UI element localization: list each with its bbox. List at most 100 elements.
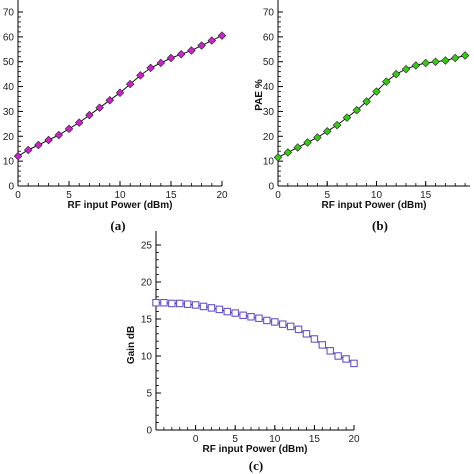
data-point xyxy=(352,105,361,115)
data-point xyxy=(460,51,470,60)
x-tick-label: 15 xyxy=(420,190,432,201)
data-point xyxy=(115,88,125,98)
data-point xyxy=(156,58,166,68)
y-tick-label: 20 xyxy=(141,278,153,289)
data-point xyxy=(166,53,176,63)
data-point xyxy=(294,325,303,334)
data-point xyxy=(85,110,94,120)
y-tick-label: 25 xyxy=(141,241,153,252)
data-point xyxy=(136,71,145,80)
y-tick-label: 70 xyxy=(263,8,275,19)
data-point xyxy=(391,69,401,79)
data-point xyxy=(13,151,23,161)
data-point xyxy=(273,153,283,162)
y-axis-label: Gain dB xyxy=(126,326,137,364)
data-point xyxy=(197,41,206,50)
data-point xyxy=(152,298,160,307)
data-point xyxy=(350,359,358,368)
data-point xyxy=(217,31,227,40)
x-tick-label: 5 xyxy=(324,190,330,201)
x-axis-label: RF input Power (dBm) xyxy=(203,444,308,455)
data-point xyxy=(183,300,192,308)
data-point xyxy=(125,79,135,89)
x-tick-label: 10 xyxy=(269,434,281,445)
data-point xyxy=(362,97,371,106)
y-tick-label: 60 xyxy=(3,32,15,43)
data-point xyxy=(332,120,342,130)
data-point xyxy=(23,145,33,155)
data-point xyxy=(326,347,334,355)
data-point xyxy=(263,316,271,325)
data-point xyxy=(401,64,411,74)
x-tick-label: 5 xyxy=(66,190,72,201)
y-tick-label: 20 xyxy=(3,132,15,143)
y-tick-label: 50 xyxy=(3,57,15,68)
y-tick-label: 10 xyxy=(3,157,15,168)
y-tick-label: 5 xyxy=(146,389,152,400)
data-point xyxy=(207,36,217,45)
data-point xyxy=(54,130,64,140)
data-point xyxy=(160,298,168,307)
data-point xyxy=(313,133,322,142)
data-point xyxy=(255,314,263,323)
data-point xyxy=(293,143,302,152)
y-tick-label: 0 xyxy=(146,426,152,437)
x-tick-label: 10 xyxy=(371,190,383,201)
x-tick-label: 15 xyxy=(309,434,321,445)
data-point xyxy=(207,304,216,312)
y-tick-label: 10 xyxy=(141,352,153,363)
chart-panel-c: 0 5 10 15 20 25 0 5 10 15 20 RF input Power (dBm) Ga… xyxy=(126,231,360,473)
data-point xyxy=(223,307,232,316)
data-point xyxy=(411,61,421,70)
panel-caption: (b) xyxy=(372,218,388,233)
y-axis-label: PAE % xyxy=(254,79,265,111)
data-point xyxy=(382,77,391,86)
y-tick-label: 30 xyxy=(263,107,275,118)
data-point xyxy=(215,305,224,314)
data-point xyxy=(303,138,312,147)
y-tick-label: 15 xyxy=(141,315,153,326)
y-tick-label: 30 xyxy=(3,107,15,118)
data-point xyxy=(34,140,43,150)
data-point xyxy=(271,318,279,326)
data-point xyxy=(247,313,255,321)
data-point xyxy=(310,335,319,343)
panel-caption: (a) xyxy=(110,218,125,233)
y-tick-label: 40 xyxy=(263,82,275,93)
y-tick-label: 10 xyxy=(263,157,275,168)
data-point xyxy=(323,127,332,136)
x-tick-label: 15 xyxy=(165,190,177,201)
data-point xyxy=(278,320,287,328)
chart-panel-a: 0 10 20 30 40 50 60 70 0 5 10 15 20 RF input Power (d… xyxy=(3,0,228,233)
data-point xyxy=(191,301,200,309)
y-tick-label: 70 xyxy=(3,8,15,19)
data-point xyxy=(199,302,208,311)
x-tick-label: 20 xyxy=(348,434,360,445)
panel-caption: (c) xyxy=(249,458,263,473)
x-axis-label: RF input Power (dBm) xyxy=(322,200,427,211)
data-point xyxy=(44,135,53,145)
data-point xyxy=(431,57,440,66)
data-point xyxy=(342,355,350,363)
data-point xyxy=(231,309,239,317)
data-point xyxy=(451,53,460,63)
data-point xyxy=(342,113,352,122)
data-point xyxy=(239,311,247,320)
data-point xyxy=(176,299,184,308)
data-point xyxy=(187,46,196,55)
y-tick-label: 60 xyxy=(263,32,275,43)
y-tick-label: 0 xyxy=(268,182,274,193)
data-point xyxy=(286,322,295,331)
x-tick-label: 0 xyxy=(193,434,199,445)
data-point xyxy=(74,118,84,127)
data-point xyxy=(105,96,115,105)
x-tick-label: 0 xyxy=(15,190,21,201)
x-tick-label: 10 xyxy=(114,190,126,201)
y-tick-label: 20 xyxy=(263,132,275,143)
data-point xyxy=(318,341,327,349)
x-axis-label: RF input Power (dBm) xyxy=(68,200,173,211)
data-point xyxy=(334,352,342,360)
series-line xyxy=(156,302,355,364)
